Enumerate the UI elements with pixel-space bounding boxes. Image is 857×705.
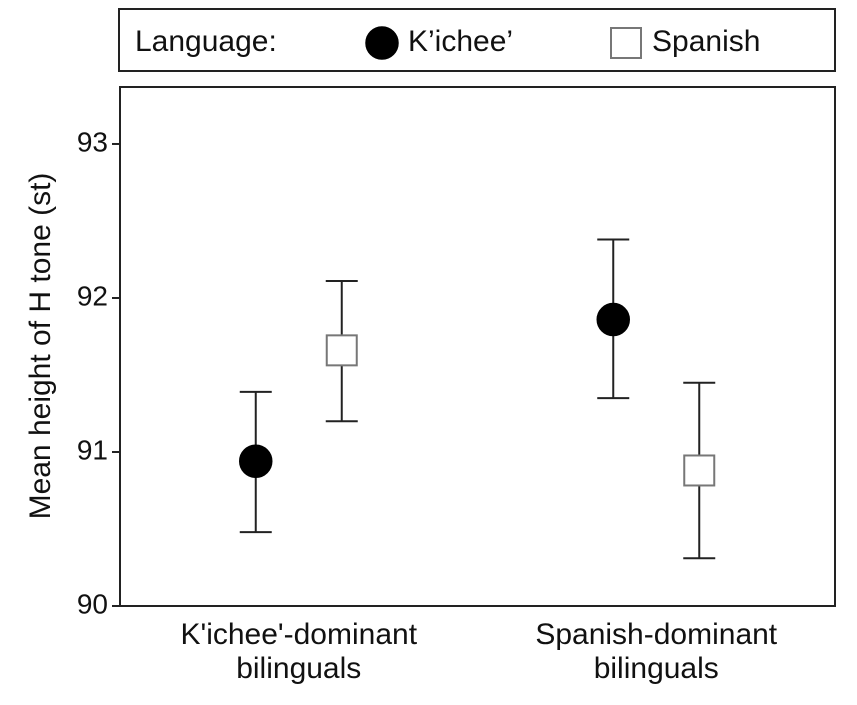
legend-label: K’ichee’ xyxy=(408,25,513,58)
x-tick-label: Spanish-dominant bilinguals xyxy=(535,618,778,685)
y-axis-label: Mean height of H tone (st) xyxy=(24,173,57,520)
point xyxy=(683,454,716,487)
point xyxy=(596,302,630,337)
y-tick-label: 92 xyxy=(77,280,108,311)
legend-marker xyxy=(610,27,642,59)
y-tick-label: 93 xyxy=(77,126,108,157)
point xyxy=(325,334,358,367)
legend-label: Spanish xyxy=(652,25,760,58)
legend-box xyxy=(118,8,836,72)
point xyxy=(239,444,273,478)
plot-frame xyxy=(119,86,836,607)
x-tick-label: K'ichee'-dominant bilinguals xyxy=(180,618,418,685)
y-tick-label: 91 xyxy=(77,434,108,465)
legend-marker xyxy=(365,26,399,60)
legend-title: Language: xyxy=(135,25,277,58)
y-tick-label: 90 xyxy=(77,588,108,619)
